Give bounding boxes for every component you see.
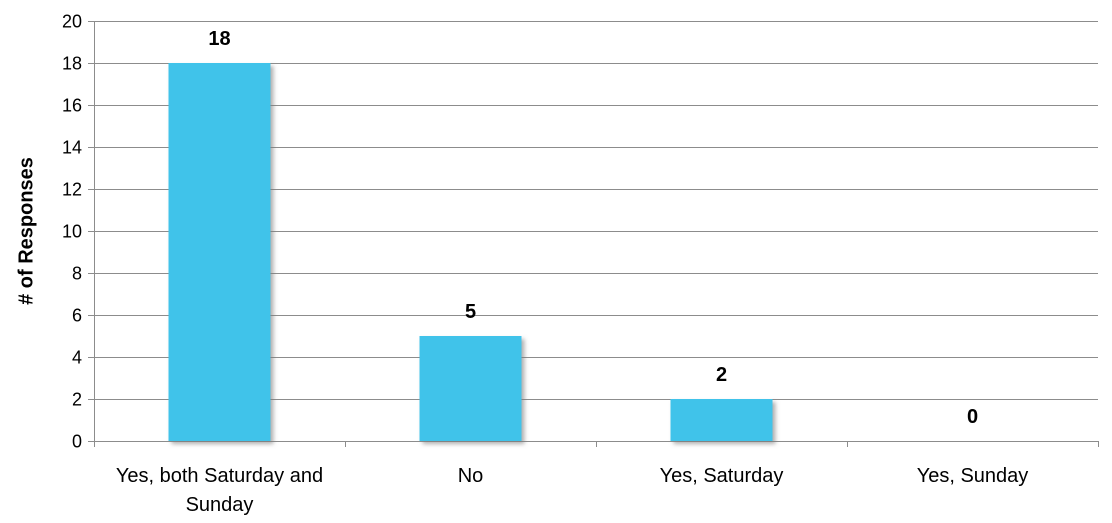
y-tick-label-8: 8	[72, 264, 82, 284]
category-label-0: Yes, both Saturday and Sunday	[116, 465, 323, 516]
bar-2	[670, 399, 773, 441]
data-label-1: 5	[465, 301, 476, 323]
data-label-3: 0	[967, 406, 978, 428]
category-label-3: Yes, Sunday	[917, 465, 1029, 487]
y-tick-label-4: 4	[72, 348, 82, 368]
axes	[88, 21, 1099, 447]
category-label-1: No	[458, 465, 484, 487]
y-tick-label-0: 0	[72, 432, 82, 452]
bars	[168, 63, 773, 441]
data-label-0: 18	[208, 28, 230, 50]
y-axis-label: # of Responses	[15, 157, 37, 305]
y-tick-label-12: 12	[62, 180, 82, 200]
data-label-2: 2	[716, 364, 727, 386]
y-tick-label-20: 20	[62, 12, 82, 32]
y-tick-label-16: 16	[62, 96, 82, 116]
y-tick-label-6: 6	[72, 306, 82, 326]
bar-1	[419, 336, 522, 441]
category-label-2: Yes, Saturday	[660, 465, 784, 487]
bar-0	[168, 63, 271, 441]
y-tick-label-10: 10	[62, 222, 82, 242]
y-tick-label-14: 14	[62, 138, 82, 158]
y-tick-label-18: 18	[62, 54, 82, 74]
y-tick-label-2: 2	[72, 390, 82, 410]
